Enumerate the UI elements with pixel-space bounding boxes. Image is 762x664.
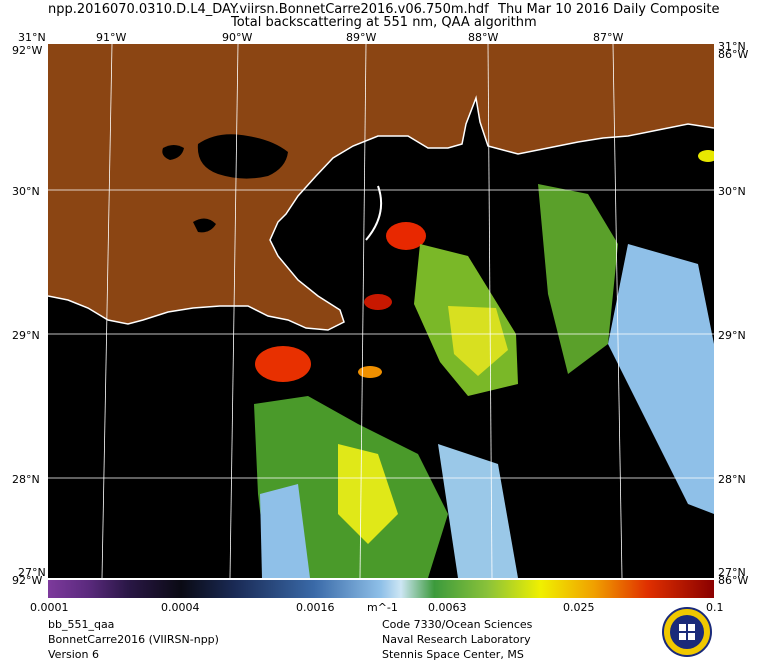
lat-tick-28n-right: 28°N <box>718 473 746 486</box>
colorbar-tick-1: 0.0004 <box>161 601 200 614</box>
colorbar-tick-4: 0.025 <box>563 601 595 614</box>
plume-yellow-central <box>448 306 508 376</box>
footer-org-name: Naval Research Laboratory <box>382 633 531 646</box>
lat-label-top-left: 31°N <box>18 31 46 44</box>
coastline <box>48 95 714 331</box>
nrl-seal-logo <box>662 607 712 657</box>
satellite-map <box>48 44 714 578</box>
lat-tick-29n-right: 29°N <box>718 329 746 342</box>
plume-blue-south-2 <box>438 444 518 578</box>
plume-blue-south <box>260 484 310 578</box>
lake-pontchartrain <box>197 134 288 179</box>
footer-org-location: Stennis Space Center, MS <box>382 648 524 661</box>
plume-orange <box>358 366 382 378</box>
footer-dataset: BonnetCarre2016 (VIIRSN-npp) <box>48 633 219 646</box>
colorbar <box>48 580 714 598</box>
lon-label-top-left: 92°W <box>12 44 43 57</box>
lon-tick-90w-top: 90°W <box>222 31 253 44</box>
plume-red-2 <box>255 346 311 382</box>
lat-tick-30n-left: 30°N <box>12 185 40 198</box>
plume-yellow-south <box>338 444 398 544</box>
lon-tick-88w-top: 88°W <box>468 31 499 44</box>
footer-product-name: bb_551_qaa <box>48 618 115 631</box>
footer-version: Version 6 <box>48 648 99 661</box>
composite-date: Thu Mar 10 2016 Daily Composite <box>498 2 720 17</box>
band-green-east <box>538 184 618 374</box>
colorbar-tick-2: 0.0016 <box>296 601 335 614</box>
lat-tick-29n-left: 29°N <box>12 329 40 342</box>
lake-small <box>193 218 216 233</box>
lon-label-top-right: 86°W <box>718 48 749 61</box>
plume-red-1 <box>386 222 426 250</box>
land-mass <box>48 44 714 330</box>
map-canvas <box>48 44 714 578</box>
footer-org-code: Code 7330/Ocean Sciences <box>382 618 533 631</box>
lat-label-top-right: 31°N <box>718 40 746 53</box>
lake-maurepas <box>162 145 184 160</box>
lon-tick-89w-top: 89°W <box>346 31 377 44</box>
lon-tick-87w-top: 87°W <box>593 31 624 44</box>
chandeleur-islands <box>365 185 382 241</box>
plume-yellow-ne <box>698 150 714 162</box>
lat-label-bottom-right: 27°N <box>718 566 746 579</box>
colorbar-unit: m^-1 <box>367 601 398 614</box>
lat-tick-28n-left: 28°N <box>12 473 40 486</box>
lon-label-bottom-left: 92°W <box>12 574 43 587</box>
lat-tick-30n-right: 30°N <box>718 185 746 198</box>
marsh-area <box>280 204 348 258</box>
colorbar-tick-0: 0.0001 <box>30 601 69 614</box>
colorbar-tick-5: 0.1 <box>706 601 724 614</box>
band-blue-east <box>608 244 714 514</box>
colorbar-tick-3: 0.0063 <box>428 601 467 614</box>
lat-label-bottom-left: 27°N <box>18 566 46 579</box>
lon-tick-91w-top: 91°W <box>96 31 127 44</box>
graticule <box>48 44 714 578</box>
lon-label-bottom-right: 86°W <box>718 574 749 587</box>
file-name: npp.2016070.0310.D.L4_DAY.viirsn.BonnetC… <box>48 2 489 17</box>
product-title: Total backscattering at 551 nm, QAA algo… <box>231 15 537 30</box>
plume-red-3 <box>364 294 392 310</box>
